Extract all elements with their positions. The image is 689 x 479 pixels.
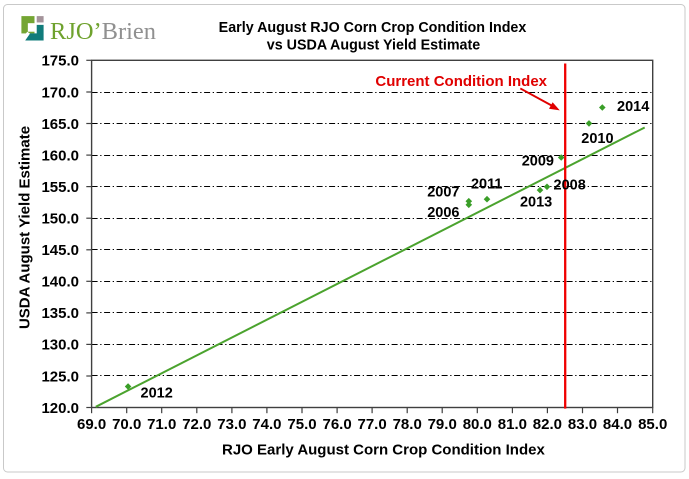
svg-text:2011: 2011 (471, 177, 502, 193)
svg-text:125.0: 125.0 (41, 368, 79, 385)
svg-text:70.0: 70.0 (112, 416, 141, 433)
svg-text:150.0: 150.0 (41, 211, 79, 228)
svg-text:120.0: 120.0 (41, 400, 79, 417)
svg-text:69.0: 69.0 (77, 416, 106, 433)
svg-text:RJO Early August Corn Crop Con: RJO Early August Corn Crop Condition Ind… (222, 442, 545, 459)
svg-text:2010: 2010 (581, 131, 613, 147)
svg-text:165.0: 165.0 (41, 116, 79, 133)
svg-text:81.0: 81.0 (498, 416, 527, 433)
svg-text:2014: 2014 (617, 99, 649, 115)
svg-text:RJO’Brien: RJO’Brien (50, 18, 156, 45)
svg-text:71.0: 71.0 (147, 416, 176, 433)
svg-text:75.0: 75.0 (287, 416, 316, 433)
svg-text:vs USDA August Yield Estimate: vs USDA August Yield Estimate (267, 38, 480, 54)
svg-text:USDA August Yield Estimate: USDA August Yield Estimate (17, 126, 34, 329)
svg-text:73.0: 73.0 (217, 416, 246, 433)
svg-text:130.0: 130.0 (41, 337, 79, 354)
svg-text:160.0: 160.0 (41, 147, 79, 164)
svg-text:155.0: 155.0 (41, 179, 79, 196)
svg-text:84.0: 84.0 (603, 416, 632, 433)
svg-text:80.0: 80.0 (463, 416, 492, 433)
svg-text:Current Condition Index: Current Condition Index (375, 73, 547, 90)
svg-text:72.0: 72.0 (182, 416, 211, 433)
svg-text:82.0: 82.0 (533, 416, 562, 433)
svg-text:140.0: 140.0 (41, 274, 79, 291)
svg-text:74.0: 74.0 (252, 416, 281, 433)
svg-text:145.0: 145.0 (41, 242, 79, 259)
svg-text:170.0: 170.0 (41, 84, 79, 101)
svg-text:83.0: 83.0 (568, 416, 597, 433)
svg-text:79.0: 79.0 (428, 416, 457, 433)
svg-text:2007: 2007 (427, 185, 459, 201)
svg-text:85.0: 85.0 (638, 416, 667, 433)
svg-text:Early August RJO Corn Crop Con: Early August RJO Corn Crop Condition Ind… (219, 20, 527, 36)
svg-text:2008: 2008 (554, 178, 586, 194)
svg-text:76.0: 76.0 (322, 416, 351, 433)
svg-text:2006: 2006 (427, 205, 459, 221)
svg-text:2013: 2013 (520, 195, 552, 211)
svg-text:2009: 2009 (522, 154, 554, 170)
svg-text:2012: 2012 (141, 386, 173, 402)
svg-text:135.0: 135.0 (41, 305, 79, 322)
svg-text:175.0: 175.0 (41, 53, 79, 70)
svg-text:78.0: 78.0 (393, 416, 422, 433)
svg-text:77.0: 77.0 (357, 416, 386, 433)
